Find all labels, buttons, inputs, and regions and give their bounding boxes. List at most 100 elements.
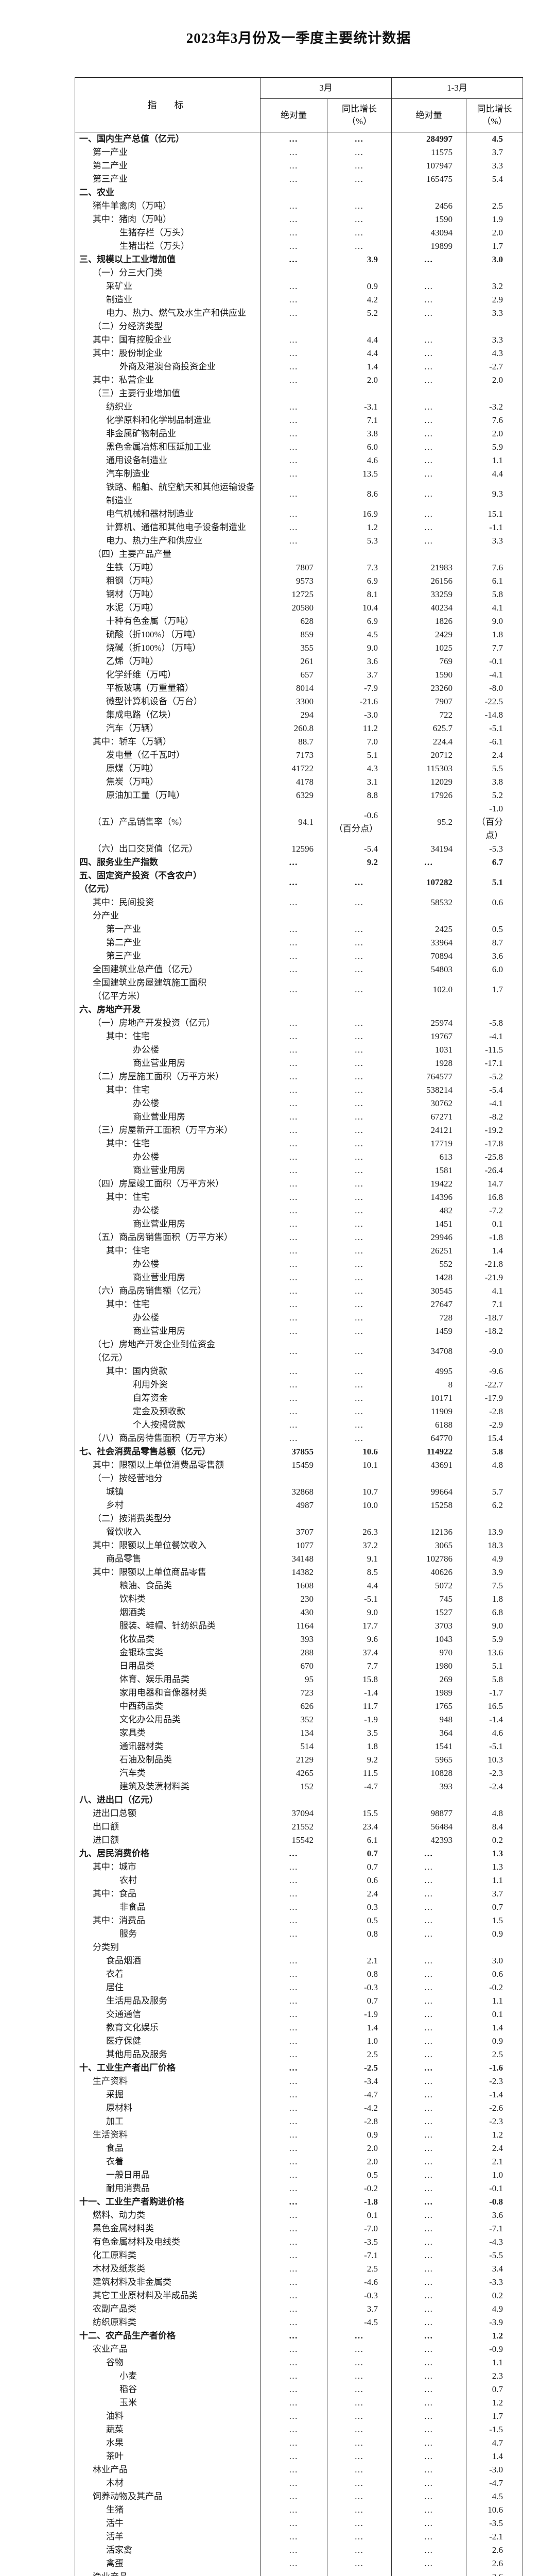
indicator-label: 服装、鞋帽、针纺织品类 bbox=[119, 1621, 216, 1631]
value-cell: -1.4 bbox=[465, 1713, 523, 1726]
value-cell: 1765 bbox=[391, 1700, 466, 1713]
value-cell: 34148 bbox=[260, 1552, 327, 1566]
value-cell: … bbox=[327, 1137, 392, 1150]
value-cell: -1.9 bbox=[327, 1713, 392, 1726]
value-cell bbox=[260, 1512, 327, 1526]
value-cell: 88.7 bbox=[260, 735, 327, 749]
indicator-label: 居住 bbox=[106, 1982, 124, 1992]
value-cell: 1.4 bbox=[327, 2021, 392, 2035]
table-row: 六、房地产开发 bbox=[75, 1003, 523, 1016]
value-cell: 3.3 bbox=[465, 159, 523, 173]
value-cell: 352 bbox=[260, 1713, 327, 1726]
value-cell: … bbox=[260, 1030, 327, 1043]
value-cell: … bbox=[327, 2423, 392, 2436]
value-cell: … bbox=[260, 1271, 327, 1284]
value-cell bbox=[327, 266, 392, 280]
value-cell: 4987 bbox=[260, 1499, 327, 1512]
table-row: 黑色金属冶炼和压延加工业… 6.0… 5.9 bbox=[75, 440, 523, 454]
indicator-label: 钢材（万吨） bbox=[106, 589, 159, 599]
value-cell: 0.7 bbox=[327, 1847, 392, 1860]
table-row: 家用电器和音像器材类 723 -1.4 1989 -1.7 bbox=[75, 1686, 523, 1700]
indicator-label: 第一产业 bbox=[106, 924, 141, 934]
value-cell: 1.4 bbox=[465, 1244, 523, 1258]
value-cell: 37.4 bbox=[327, 1646, 392, 1659]
value-cell: 9.3 bbox=[465, 481, 523, 507]
value-cell: … bbox=[260, 1311, 327, 1325]
value-cell: 114922 bbox=[391, 1445, 466, 1459]
value-cell: 3.6 bbox=[465, 950, 523, 963]
value-cell: 0.8 bbox=[327, 1927, 392, 1941]
value-cell bbox=[327, 387, 392, 400]
value-cell: … bbox=[391, 2128, 466, 2142]
value-cell: … bbox=[391, 2155, 466, 2168]
table-row: 七、社会消费品零售总额（亿元） 37855 10.6 114922 5.8 bbox=[75, 1445, 523, 1459]
value-cell: … bbox=[327, 2343, 392, 2356]
value-cell: -21.6 bbox=[327, 695, 392, 708]
table-row: 农村… 0.6… 1.1 bbox=[75, 1874, 523, 1887]
table-row: （三）主要行业增加值 bbox=[75, 387, 523, 400]
indicator-label: 乙烯（万吨） bbox=[106, 656, 159, 666]
indicator-label: 第三产业 bbox=[106, 951, 141, 961]
indicator-label: 交通通信 bbox=[106, 2009, 141, 2019]
value-cell: 3.6 bbox=[465, 2570, 523, 2576]
value-cell: 1.7 bbox=[465, 2410, 523, 2423]
indicator-label: 商业营业用房 bbox=[133, 1219, 185, 1229]
value-cell: … bbox=[327, 2463, 392, 2477]
value-cell: -1.0 （百分点） bbox=[465, 802, 523, 842]
value-cell: … bbox=[391, 2329, 466, 2343]
value-cell: 3300 bbox=[260, 695, 327, 708]
value-cell: 2.0 bbox=[465, 427, 523, 440]
value-cell: 58532 bbox=[391, 896, 466, 909]
value-cell: 5.1 bbox=[327, 749, 392, 762]
value-cell: 1608 bbox=[260, 1579, 327, 1592]
value-cell: … bbox=[260, 2155, 327, 2168]
value-cell: 30545 bbox=[391, 1284, 466, 1298]
value-cell: … bbox=[327, 1338, 392, 1365]
value-cell: 13.9 bbox=[465, 1526, 523, 1539]
table-row: 外商及港澳台商投资企业… 1.4… -2.7 bbox=[75, 360, 523, 374]
value-cell: 8.1 bbox=[327, 588, 392, 601]
value-cell: 56484 bbox=[391, 1820, 466, 1834]
table-row: 第三产业…… 165475 5.4 bbox=[75, 173, 523, 186]
value-cell bbox=[327, 909, 392, 923]
value-cell: … bbox=[327, 1083, 392, 1097]
table-row: 第三产业…… 70894 3.6 bbox=[75, 950, 523, 963]
value-cell bbox=[391, 1941, 466, 1954]
indicator-label: 商业营业用房 bbox=[133, 1058, 185, 1068]
value-cell: -17.9 bbox=[465, 1392, 523, 1405]
indicator-label: 纺织业 bbox=[106, 402, 132, 412]
value-cell: 613 bbox=[391, 1150, 466, 1164]
value-cell: 95.2 bbox=[391, 802, 466, 842]
table-row: 家具类 134 3.5 364 4.6 bbox=[75, 1726, 523, 1740]
value-cell: 29946 bbox=[391, 1231, 466, 1244]
value-cell: 7.6 bbox=[465, 561, 523, 574]
value-cell: … bbox=[327, 173, 392, 186]
value-cell: -5.8 bbox=[465, 1016, 523, 1030]
indicator-label: 利用外资 bbox=[133, 1380, 168, 1389]
indicator-label: 其中：限额以上单位消费品零售额 bbox=[93, 1460, 224, 1470]
value-cell: 8.6 bbox=[327, 481, 392, 507]
value-cell: 42393 bbox=[391, 1834, 466, 1847]
value-cell: 1826 bbox=[391, 615, 466, 628]
value-cell: 1.0 bbox=[465, 2168, 523, 2182]
indicator-label: 其中：限额以上单位餐饮收入 bbox=[93, 1540, 206, 1550]
value-cell: 2.0 bbox=[465, 226, 523, 240]
value-cell: … bbox=[327, 1070, 392, 1083]
indicator-label: 水果 bbox=[106, 2438, 124, 2448]
value-cell: … bbox=[260, 240, 327, 253]
indicator-label: 粗钢（万吨） bbox=[106, 576, 159, 586]
value-cell: 15258 bbox=[391, 1499, 466, 1512]
value-cell: … bbox=[327, 146, 392, 159]
value-cell bbox=[327, 1003, 392, 1016]
value-cell: … bbox=[260, 1016, 327, 1030]
value-cell: -4.5 bbox=[327, 2316, 392, 2329]
indicator-label: 汽车制造业 bbox=[106, 469, 150, 479]
value-cell: … bbox=[327, 1298, 392, 1311]
value-cell bbox=[260, 186, 327, 199]
table-row: 蔬菜……… -1.5 bbox=[75, 2423, 523, 2436]
value-cell: 0.9 bbox=[327, 2128, 392, 2142]
value-cell: 33964 bbox=[391, 936, 466, 950]
table-row: 农业产品……… -0.9 bbox=[75, 2343, 523, 2356]
table-row: 服务… 0.8… 0.9 bbox=[75, 1927, 523, 1941]
value-cell: 6.1 bbox=[465, 574, 523, 588]
